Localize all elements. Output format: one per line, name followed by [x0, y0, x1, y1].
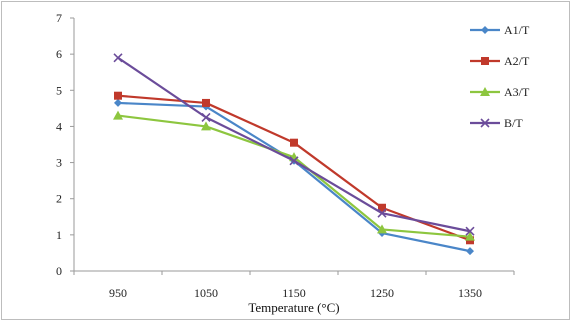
y-tick-label: 4	[56, 119, 62, 133]
y-tick-label: 5	[56, 83, 62, 97]
y-tick-label: 7	[56, 11, 62, 25]
legend-marker	[481, 57, 489, 65]
legend-marker	[480, 118, 490, 128]
legend-label: B/T	[504, 116, 523, 130]
data-point-a2-t	[378, 203, 386, 212]
y-tick-labels: 0 1 2 3 4 5 6 7	[56, 11, 74, 278]
series-line-a1-t	[117, 101, 471, 253]
legend: A1/T A2/T A3/T B/T	[470, 23, 530, 130]
series-line-a2-t	[117, 94, 471, 242]
legend-marker	[480, 87, 490, 96]
x-tick-label: 1050	[194, 286, 218, 300]
legend-item-a3-t: A3/T	[470, 85, 530, 99]
legend-label: A2/T	[504, 54, 530, 68]
x-tick-labels: 950 1050 1150 1250 1350	[73, 271, 515, 300]
legend-item-b-t: B/T	[470, 116, 523, 130]
data-point-b-t	[377, 208, 387, 218]
chart-axes	[73, 18, 514, 272]
x-axis-title: Temperature (°C)	[248, 300, 339, 315]
y-tick-label: 0	[56, 264, 62, 278]
y-tick-label: 3	[56, 156, 62, 170]
data-point-b-t	[113, 53, 123, 63]
data-point-a2-t	[290, 138, 298, 147]
series-group	[113, 53, 475, 256]
x-tick-label: 1350	[458, 286, 482, 300]
series-line-a3-t	[117, 114, 471, 238]
x-tick-label: 1150	[282, 286, 306, 300]
legend-label: A3/T	[504, 85, 530, 99]
x-tick-label: 950	[109, 286, 127, 300]
legend-item-a1-t: A1/T	[470, 23, 530, 37]
y-tick-label: 1	[56, 228, 62, 242]
data-point-a1-t	[114, 98, 122, 107]
data-point-b-t	[201, 112, 211, 122]
y-tick-label: 2	[56, 192, 62, 206]
x-tick-label: 1250	[370, 286, 394, 300]
data-point-a3-t	[113, 110, 123, 120]
legend-marker	[481, 26, 489, 34]
data-point-a3-t	[465, 231, 475, 241]
data-point-a2-t	[202, 98, 210, 107]
data-point-a1-t	[466, 247, 474, 256]
legend-label: A1/T	[504, 23, 530, 37]
data-point-a3-t	[201, 121, 211, 131]
data-point-a3-t	[377, 224, 387, 234]
y-tick-label: 6	[56, 47, 62, 61]
data-point-a2-t	[114, 91, 122, 100]
data-point-b-t	[465, 226, 475, 236]
data-point-b-t	[289, 156, 299, 166]
legend-item-a2-t: A2/T	[470, 54, 530, 68]
